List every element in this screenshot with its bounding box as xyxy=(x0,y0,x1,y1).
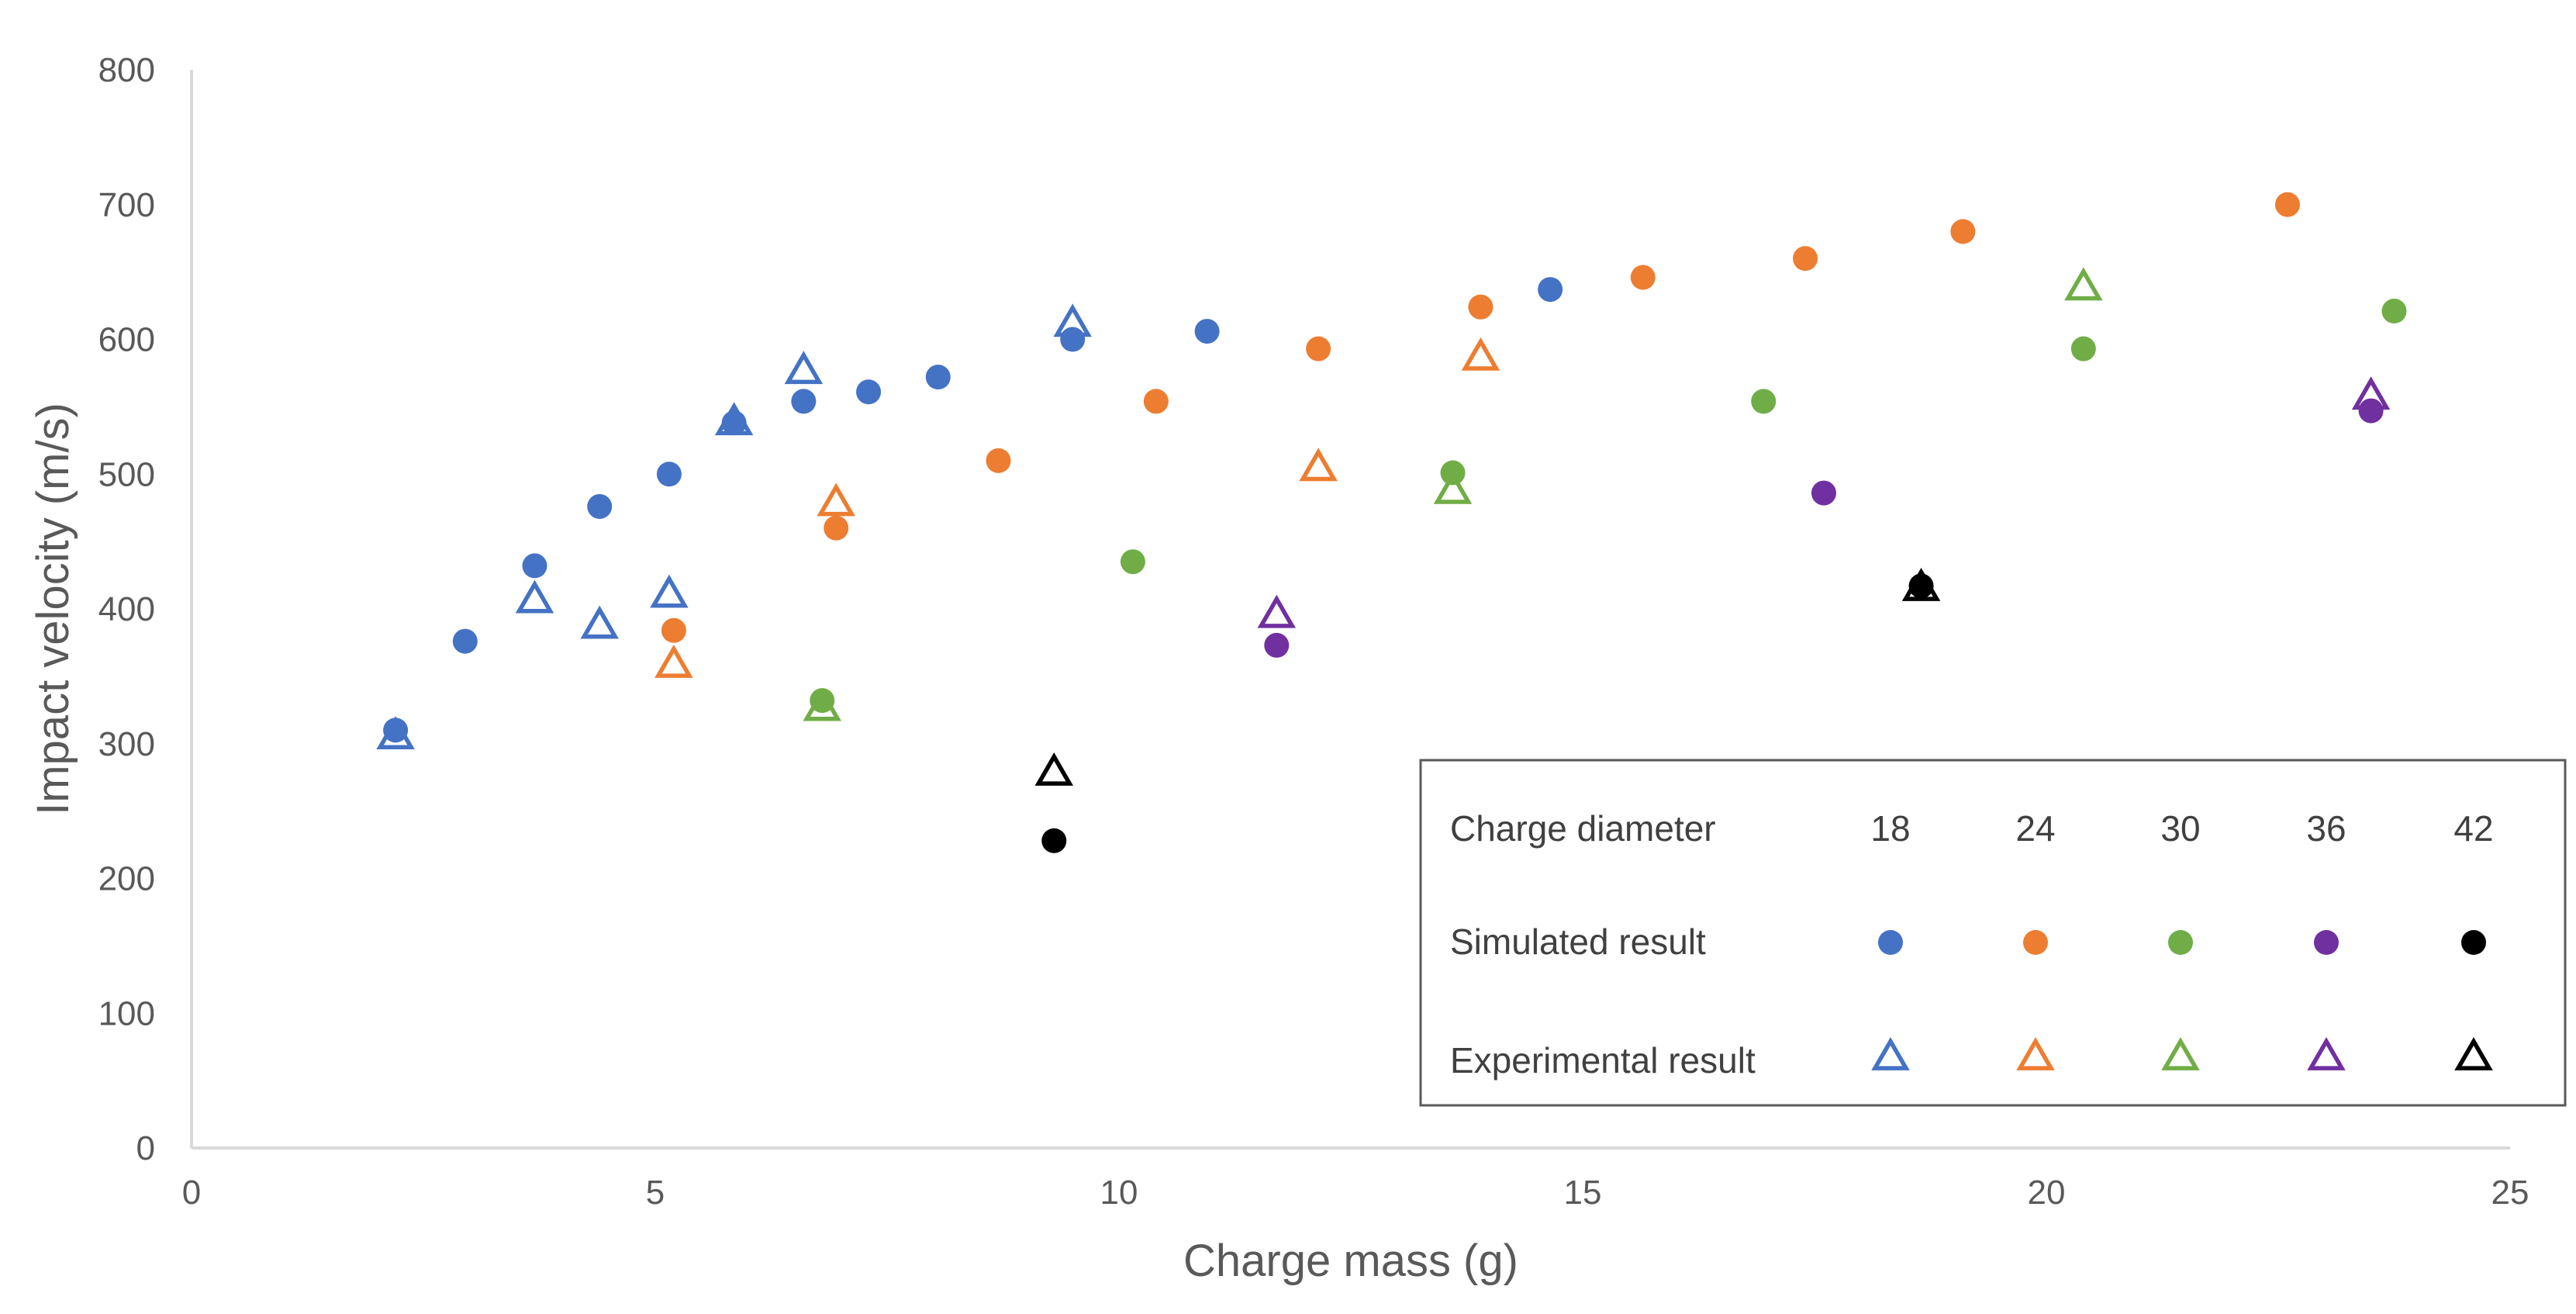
legend-diameter-label: 42 xyxy=(2453,808,2493,849)
legend-simulated-label: Simulated result xyxy=(1450,922,1706,962)
experimental-point-d30 xyxy=(1433,470,1473,504)
simulated-point-d18 xyxy=(791,389,817,414)
simulated-point-d36 xyxy=(1811,480,1836,506)
simulated-point-d18 xyxy=(856,379,882,405)
simulated-point-d24 xyxy=(986,448,1011,473)
simulated-point-d18 xyxy=(656,462,682,487)
y-tick-label: 600 xyxy=(98,321,155,359)
y-tick-label: 800 xyxy=(98,51,155,89)
experimental-point-d42 xyxy=(1034,752,1074,786)
simulated-point-d24 xyxy=(1306,336,1331,361)
legend-simulated-marker xyxy=(1878,930,1903,955)
legend-diameter-label: 36 xyxy=(2306,808,2346,849)
simulated-point-d24 xyxy=(824,515,849,541)
legend: Charge diameter Simulated result Experim… xyxy=(1419,759,2567,1107)
legend-experimental-marker xyxy=(2016,1037,2055,1070)
simulated-point-d18 xyxy=(925,365,951,390)
y-tick-label: 100 xyxy=(98,994,155,1032)
legend-diameter-label: 18 xyxy=(1870,808,1910,849)
experimental-point-d24 xyxy=(654,644,693,678)
legend-box xyxy=(1419,759,2567,1107)
chart-axes xyxy=(190,70,2510,1150)
simulated-point-d18 xyxy=(522,553,547,579)
legend-columns: 18 24 30 36 42 xyxy=(1870,808,2494,1070)
legend-experimental-marker xyxy=(2161,1037,2200,1070)
legend-experimental-marker xyxy=(1871,1037,1910,1070)
simulated-point-d24 xyxy=(1143,389,1169,414)
legend-simulated-marker xyxy=(2168,930,2193,955)
simulated-point-d24 xyxy=(1950,219,1976,244)
legend-simulated-marker xyxy=(2023,930,2048,955)
y-tick-label: 200 xyxy=(98,860,155,898)
simulated-point-d30 xyxy=(1120,549,1145,575)
legend-experimental-label: Experimental result xyxy=(1450,1040,1756,1081)
y-tick-labels: 0 100 200 300 400 500 600 700 800 xyxy=(98,51,155,1167)
simulated-point-d42 xyxy=(1041,828,1067,853)
legend-simulated-marker xyxy=(2314,930,2339,955)
experimental-point-d18 xyxy=(580,605,620,639)
experimental-point-d18 xyxy=(650,574,689,608)
y-axis-title: Impact velocity (m/s) xyxy=(28,403,78,815)
simulated-point-d24 xyxy=(2274,192,2300,217)
simulated-point-d42 xyxy=(1908,573,1934,599)
data-points xyxy=(376,192,2407,853)
experimental-point-d18 xyxy=(515,579,554,614)
simulated-point-d24 xyxy=(661,617,686,643)
simulated-point-d30 xyxy=(1440,460,1466,486)
x-tick-label: 5 xyxy=(646,1174,665,1212)
x-tick-label: 10 xyxy=(1100,1174,1138,1212)
experimental-point-d24 xyxy=(817,482,855,517)
simulated-point-d30 xyxy=(810,688,835,714)
simulated-point-d18 xyxy=(587,493,613,519)
x-tick-label: 0 xyxy=(182,1174,201,1212)
simulated-point-d30 xyxy=(2070,336,2096,361)
y-tick-label: 400 xyxy=(98,590,155,628)
simulated-point-d18 xyxy=(1194,319,1220,344)
simulated-point-d24 xyxy=(1793,246,1818,271)
legend-header-label: Charge diameter xyxy=(1450,808,1716,849)
y-tick-label: 300 xyxy=(98,725,155,763)
y-tick-label: 500 xyxy=(98,455,155,493)
legend-diameter-label: 30 xyxy=(2160,808,2200,849)
x-tick-label: 20 xyxy=(2028,1174,2066,1212)
y-tick-label: 700 xyxy=(98,186,155,224)
simulated-point-d18 xyxy=(383,718,409,743)
simulated-point-d18 xyxy=(1538,277,1563,303)
experimental-point-d18 xyxy=(784,351,824,385)
x-tick-labels: 0 5 10 15 20 25 xyxy=(182,1174,2529,1212)
simulated-point-d24 xyxy=(1468,294,1493,320)
simulated-point-d36 xyxy=(1264,632,1290,658)
simulated-point-d30 xyxy=(2381,299,2407,324)
experimental-point-d24 xyxy=(1299,448,1338,482)
x-axis-title: Charge mass (g) xyxy=(1183,1236,1518,1286)
legend-simulated-marker xyxy=(2461,930,2486,955)
simulated-point-d18 xyxy=(721,410,747,436)
x-tick-label: 15 xyxy=(1564,1174,1602,1212)
experimental-point-d36 xyxy=(1257,594,1297,628)
simulated-point-d18 xyxy=(1060,327,1086,352)
simulated-point-d24 xyxy=(1630,265,1656,290)
experimental-point-d24 xyxy=(1461,337,1500,371)
experimental-point-d30 xyxy=(2064,267,2103,301)
legend-diameter-label: 24 xyxy=(2015,808,2055,849)
y-tick-label: 0 xyxy=(136,1129,155,1167)
simulated-point-d36 xyxy=(2358,398,2384,424)
simulated-point-d30 xyxy=(1751,389,1777,414)
simulated-point-d18 xyxy=(452,628,478,654)
legend-experimental-marker xyxy=(2454,1037,2493,1070)
legend-experimental-marker xyxy=(2307,1037,2346,1070)
x-tick-label: 25 xyxy=(2491,1174,2529,1212)
